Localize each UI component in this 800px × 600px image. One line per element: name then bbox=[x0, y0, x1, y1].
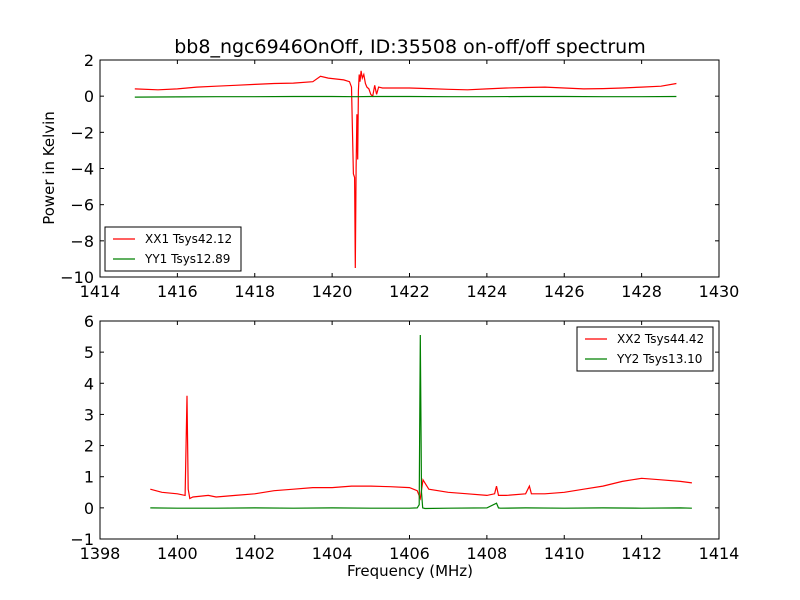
series-line-0-0 bbox=[134, 70, 677, 269]
y-tick-label: 5 bbox=[84, 343, 94, 362]
y-tick-label: −8 bbox=[70, 232, 94, 251]
y-tick-label: −6 bbox=[70, 196, 94, 215]
y-tick-label: 3 bbox=[84, 405, 94, 424]
x-tick-label: 1414 bbox=[80, 282, 121, 301]
x-tick-label: 1414 bbox=[699, 544, 740, 563]
legend-box bbox=[576, 326, 714, 372]
y-tick-label: 1 bbox=[84, 468, 94, 487]
x-tick-label: 1402 bbox=[234, 544, 275, 563]
x-tick-label: 1428 bbox=[621, 282, 662, 301]
x-tick-label: 1418 bbox=[234, 282, 275, 301]
y-tick-label: 2 bbox=[84, 51, 94, 70]
series-line-0-1 bbox=[134, 95, 677, 98]
x-tick-label: 1398 bbox=[80, 544, 121, 563]
y-tick-label: −1 bbox=[70, 530, 94, 549]
legend-1: XX2 Tsys44.42 YY2 Tsys13.10 bbox=[576, 326, 714, 372]
series-line-1-0 bbox=[150, 395, 692, 501]
legend-label: YY2 Tsys13.10 bbox=[616, 352, 702, 366]
legend-label: XX2 Tsys44.42 bbox=[617, 332, 704, 346]
y-tick-label: 2 bbox=[84, 437, 94, 456]
top-panel: 1414 1416 1418 1420 1422 1424 1426 1428 1430 −10 −… bbox=[60, 51, 739, 301]
y-tick-label: −4 bbox=[70, 160, 94, 179]
y-axis-label: Power in Kelvin bbox=[40, 111, 58, 225]
x-tick-label: 1430 bbox=[699, 282, 740, 301]
x-tick-label: 1412 bbox=[621, 544, 662, 563]
y-tick-label: −10 bbox=[60, 268, 94, 287]
y-tick-label: −2 bbox=[70, 123, 94, 142]
x-tick-label: 1420 bbox=[312, 282, 353, 301]
y-tick-label: 4 bbox=[84, 374, 94, 393]
legend-box bbox=[104, 226, 242, 272]
x-tick-label: 1404 bbox=[312, 544, 353, 563]
x-tick-label: 1400 bbox=[157, 544, 198, 563]
x-tick-label: 1424 bbox=[467, 282, 508, 301]
x-tick-label: 1416 bbox=[157, 282, 198, 301]
x-axis-label: Frequency (MHz) bbox=[347, 562, 473, 580]
x-tick-label: 1422 bbox=[389, 282, 430, 301]
legend-0: XX1 Tsys42.12 YY1 Tsys12.89 bbox=[104, 226, 242, 272]
y-tick-label: 0 bbox=[84, 87, 94, 106]
y-tick-label: 6 bbox=[84, 312, 94, 331]
bottom-panel: 1398 1400 1402 1404 1406 1408 1410 1412 1414 −1 0 1… bbox=[70, 312, 739, 563]
y-tick-label: 0 bbox=[84, 499, 94, 518]
legend-label: XX1 Tsys42.12 bbox=[145, 232, 232, 246]
figure-title: bb8_ngc6946OnOff, ID:35508 on-off/off sp… bbox=[174, 36, 646, 58]
x-tick-label: 1410 bbox=[544, 544, 585, 563]
legend-label: YY1 Tsys12.89 bbox=[144, 252, 230, 266]
x-tick-label: 1408 bbox=[467, 544, 508, 563]
x-tick-label: 1406 bbox=[389, 544, 430, 563]
x-tick-label: 1426 bbox=[544, 282, 585, 301]
series-line-1-1 bbox=[150, 334, 692, 510]
